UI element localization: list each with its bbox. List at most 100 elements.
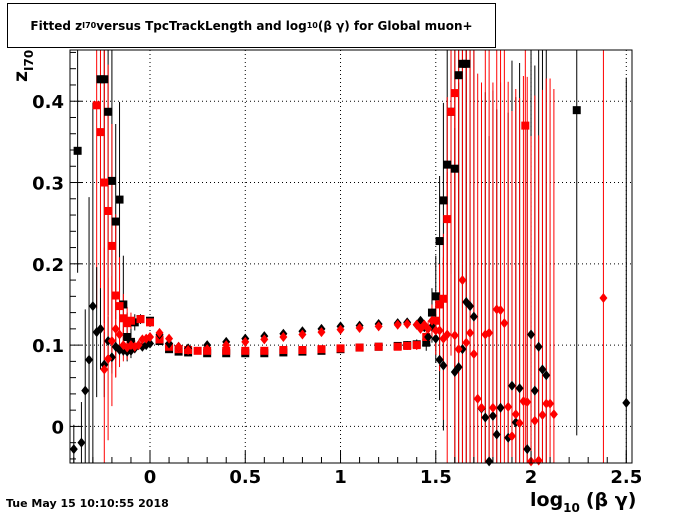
diamond-marker bbox=[511, 409, 520, 420]
diamond-marker bbox=[450, 330, 459, 341]
square-marker bbox=[100, 75, 109, 84]
diamond-marker bbox=[134, 340, 143, 351]
diamond-marker bbox=[403, 318, 412, 329]
diamond-marker bbox=[549, 409, 558, 420]
square-marker bbox=[450, 89, 459, 98]
diamond-marker bbox=[546, 398, 555, 409]
square-marker bbox=[435, 237, 444, 246]
square-marker bbox=[111, 217, 120, 226]
diamond-marker bbox=[485, 456, 494, 467]
title-prefix: Fitted z bbox=[30, 18, 83, 33]
diamond-marker bbox=[69, 444, 78, 455]
square-marker bbox=[136, 315, 145, 324]
diamond-marker bbox=[107, 336, 116, 347]
x-tick-label: 1 bbox=[334, 467, 347, 488]
diamond-marker bbox=[507, 380, 516, 391]
diamond-marker bbox=[111, 323, 120, 334]
diamond-marker bbox=[77, 437, 86, 448]
square-marker bbox=[443, 215, 452, 224]
y-tick-label: 0.2 bbox=[32, 255, 64, 276]
diamond-marker bbox=[260, 334, 269, 345]
y-tick-label: 0.4 bbox=[32, 92, 64, 113]
square-marker bbox=[462, 59, 471, 68]
diamond-marker bbox=[85, 354, 94, 365]
square-marker bbox=[374, 342, 383, 351]
square-marker bbox=[422, 338, 431, 347]
square-marker bbox=[100, 178, 109, 187]
diamond-marker bbox=[96, 323, 105, 334]
diamond-marker bbox=[336, 324, 345, 335]
diamond-marker bbox=[538, 364, 547, 375]
x-tick-label: 0 bbox=[144, 467, 157, 488]
square-marker bbox=[107, 176, 116, 185]
diamond-marker bbox=[530, 415, 539, 426]
diamond-marker bbox=[530, 385, 539, 396]
diamond-marker bbox=[466, 327, 475, 338]
square-marker bbox=[73, 146, 82, 155]
square-marker bbox=[279, 345, 288, 354]
square-marker bbox=[298, 345, 307, 354]
square-marker bbox=[241, 346, 250, 355]
square-marker bbox=[104, 206, 113, 215]
diamond-marker bbox=[492, 429, 501, 440]
plot-frame bbox=[69, 49, 633, 464]
diamond-marker bbox=[435, 325, 444, 336]
diamond-marker bbox=[427, 315, 436, 326]
diamond-marker bbox=[431, 333, 440, 344]
title-sub: I70 bbox=[82, 21, 97, 30]
diamond-marker bbox=[439, 360, 448, 371]
diamond-marker bbox=[534, 455, 543, 466]
diamond-marker bbox=[443, 329, 452, 340]
diamond-marker bbox=[534, 341, 543, 352]
diamond-marker bbox=[454, 362, 463, 373]
diamond-marker bbox=[500, 318, 509, 329]
square-marker bbox=[427, 308, 436, 317]
square-marker bbox=[92, 101, 101, 110]
diamond-marker bbox=[504, 401, 513, 412]
diamond-marker bbox=[100, 364, 109, 375]
title-suffix: (β γ) for Global muon+ bbox=[317, 18, 473, 33]
diamond-marker bbox=[317, 327, 326, 338]
diamond-marker bbox=[515, 383, 524, 394]
diamond-marker bbox=[515, 418, 524, 429]
diamond-marker bbox=[599, 292, 608, 303]
square-marker bbox=[119, 314, 128, 323]
diamond-marker bbox=[298, 329, 307, 340]
diamond-marker bbox=[424, 331, 433, 342]
x-tick-label: 2.5 bbox=[610, 467, 642, 488]
diamond-marker bbox=[155, 327, 164, 338]
diamond-marker bbox=[542, 370, 551, 381]
diamond-marker bbox=[458, 275, 467, 286]
diamond-marker bbox=[473, 393, 482, 404]
square-marker bbox=[336, 344, 345, 353]
y-tick-label: 0.1 bbox=[32, 336, 64, 357]
square-marker bbox=[447, 107, 456, 116]
square-marker bbox=[454, 71, 463, 80]
square-marker bbox=[572, 106, 581, 115]
square-marker bbox=[104, 107, 113, 116]
title-middle: versus TpcTrackLength and log bbox=[96, 18, 307, 33]
square-marker bbox=[107, 241, 116, 250]
diamond-marker bbox=[496, 402, 505, 413]
data-points bbox=[69, 59, 631, 467]
axes: 0 0.5 1 1.5 2 2.5 0 0.1 0.2 0.3 0.4 bbox=[32, 49, 642, 488]
diamond-marker bbox=[374, 321, 383, 332]
diamond-marker bbox=[241, 336, 250, 347]
diamond-marker bbox=[485, 327, 494, 338]
diamond-marker bbox=[174, 341, 183, 352]
square-marker bbox=[126, 316, 135, 325]
square-marker bbox=[115, 302, 124, 311]
diamond-marker bbox=[496, 305, 505, 316]
diamond-marker bbox=[469, 311, 478, 322]
diamond-marker bbox=[462, 337, 471, 348]
diamond-marker bbox=[424, 323, 433, 334]
chart-title: Fitted z I70 versus TpcTrackLength and lo… bbox=[7, 3, 496, 48]
diamond-marker bbox=[481, 412, 490, 423]
diamond-marker bbox=[488, 410, 497, 421]
square-marker bbox=[222, 346, 231, 355]
diamond-marker bbox=[477, 402, 486, 413]
y-axis-label: zI70 bbox=[10, 50, 36, 82]
diamond-marker bbox=[88, 301, 97, 312]
square-marker bbox=[355, 343, 364, 352]
